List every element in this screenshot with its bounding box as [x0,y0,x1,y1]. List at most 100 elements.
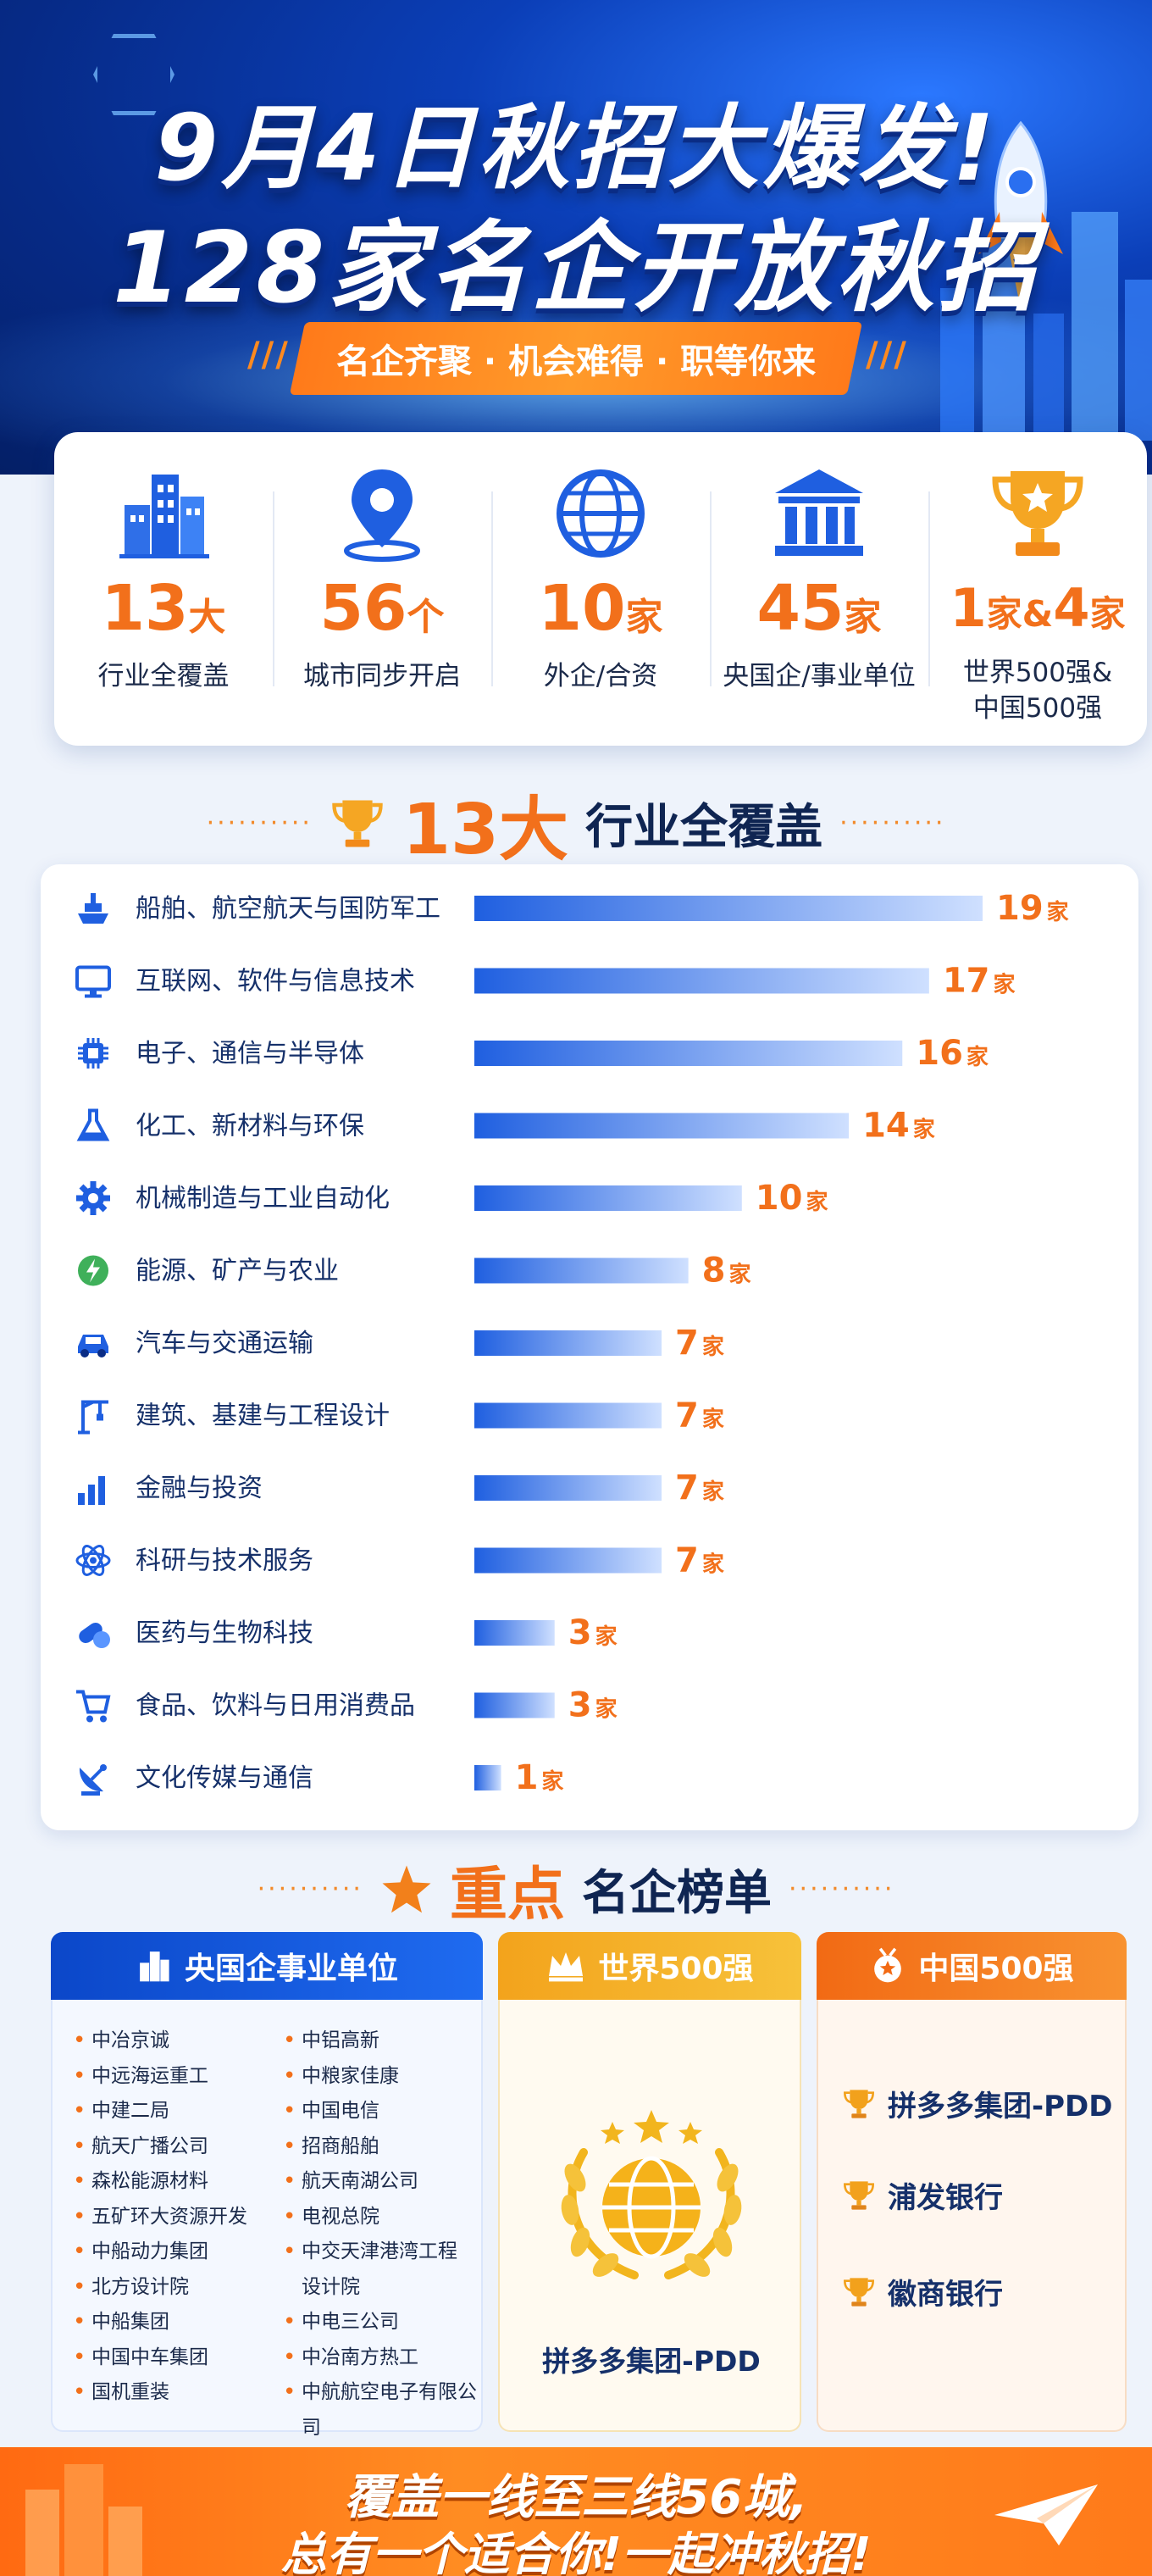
main-title-line1: 9月4日秋招大爆发! [154,96,998,202]
star-icon [382,1864,431,1913]
world500-column: 世界500强 [498,1932,801,2432]
soe-list-item: 中船动力集团 [69,2235,247,2270]
laurel-globe-emblem-icon [561,2110,742,2279]
industry-section-header: ·········· 13大 行业全覆盖 ·········· [0,773,1152,874]
bar [474,896,983,921]
header-title: 名企榜单 [582,1866,772,1921]
bar [474,1257,689,1284]
category-label: 汽车与交通运输 [136,1329,313,1358]
atom-icon [75,1545,111,1576]
trophy-icon [843,2180,875,2210]
trophy-icon [992,471,1083,556]
soe-column-header: 央国企事业单位 [51,1932,483,2000]
buildings-icon [119,475,209,558]
world500-company: 拼多多集团-PDD [542,2345,761,2378]
soe-list-item: 中远海运重工 [69,2059,247,2095]
stat-number: 56个 [319,572,445,645]
bar [474,1113,850,1139]
tagline-badge: 名企齐聚 · 机会难得 · 职等你来 [289,322,863,395]
soe-list-item: 中交天津港湾工程 [280,2235,483,2270]
value-label: 17 家 [943,962,1016,1001]
category-label: 金融与投资 [136,1474,263,1503]
world500-column-header: 世界500强 [498,1932,801,2000]
ranking-panel: 央国企事业单位 中冶京诚中远海运重工中建二局航天广播公司森松能源材料五矿环大资源… [51,1932,1127,2480]
city-skyline-icon [940,212,1152,441]
stat-soe: 45家 央国企/事业单位 [710,432,928,746]
soe-list-item: 五矿环大资源开发 [69,2200,247,2235]
soe-column-title: 央国企事业单位 [184,1951,398,1986]
ship-icon [78,893,108,924]
soe-list-item: 中建二局 [69,2094,247,2129]
bar-chart-icon [78,1476,105,1505]
trophy-icon [843,2089,875,2118]
category-label: 医药与生物科技 [136,1618,313,1648]
value-label: 14 家 [862,1107,935,1146]
china500-item: 浦发银行 [842,2174,1003,2216]
stat-foreign: 10家 外企/合资 [491,432,710,746]
bar [474,1041,903,1066]
location-pin-icon [344,469,420,562]
header-highlight: 13大 [402,790,569,870]
stat-label: 世界500强& 中国500强 [962,658,1113,724]
paper-plane-icon [994,2484,1098,2545]
header-dots-right: ·········· [839,808,946,838]
world500-column-title: 世界500强 [598,1951,754,1986]
gear-icon [76,1181,110,1215]
stat-number: 13大 [101,572,226,645]
stat-cities: 56个 城市同步开启 [273,432,491,746]
buildings-icon [140,1951,169,1982]
soe-list-item: 北方设计院 [69,2270,247,2306]
stat-number: 1家&4家 [950,577,1126,639]
value-label: 19 家 [996,889,1069,928]
tagline-right-dashes: /// [866,336,908,375]
china500-column-body [817,2000,1127,2432]
satellite-dish-icon [79,1764,107,1796]
tagline-text: 名企齐聚 · 机会难得 · 职等你来 [335,342,817,381]
soe-list-item: 电视总院 [280,2200,483,2235]
soe-list-item: 航天广播公司 [69,2129,247,2165]
tagline-left-dashes: /// [247,336,290,375]
soe-list-item: 中粮家佳康 [280,2059,483,2095]
bar [474,1692,555,1718]
header-highlight: 重点 [449,1862,565,1929]
rocket-icon [978,120,1063,309]
soe-list-item: 中电三公司 [280,2305,483,2340]
stats-card: 13大 行业全覆盖 56个 城市同步开启 10家 外企/合资 45家 央国企/事… [54,432,1147,746]
footer-line2: 总有一个适合你!一起冲秋招! [280,2528,872,2576]
china500-company: 徽商银行 [888,2278,1003,2312]
trophy-icon [332,800,383,847]
cart-icon [76,1690,111,1723]
hexagon-decoration-icon [93,34,174,115]
monitor-icon [75,965,111,998]
soe-list-item: 中冶京诚 [69,2024,247,2059]
soe-list-item: 中国中车集团 [69,2340,247,2376]
china500-item: 徽商银行 [842,2271,1003,2312]
trophy-icon [843,2277,875,2307]
category-label: 机械制造与工业自动化 [136,1184,390,1213]
header-title: 行业全覆盖 [585,800,823,855]
soe-list-item: 航天南湖公司 [280,2164,483,2200]
soe-list-item: 设计院 [302,2275,360,2298]
china500-company: 拼多多集团-PDD [888,2090,1113,2124]
category-label: 化工、新材料与环保 [136,1112,364,1141]
hero-banner: 9月4日秋招大爆发! 128家名企开放秋招 /// 名企齐聚 · 机会难得 · … [0,0,1152,475]
bar [474,1185,742,1211]
bar [474,1475,662,1501]
soe-list-item: 招商船舶 [280,2129,483,2165]
soe-list-item: 中铝高新 [280,2024,483,2059]
crane-icon [78,1400,108,1435]
china500-column: 中国500强 拼多多集团-PDD 浦发银行 徽商银行 [817,1932,1127,2432]
bar [474,1330,662,1356]
globe-icon [557,469,645,558]
bar [474,1620,555,1646]
stat-top500: 1家&4家 世界500强& 中国500强 [928,432,1147,746]
soe-list-item: 国机重装 [69,2375,247,2411]
soe-list-item: 中航航空电子有限公司 [280,2375,483,2446]
